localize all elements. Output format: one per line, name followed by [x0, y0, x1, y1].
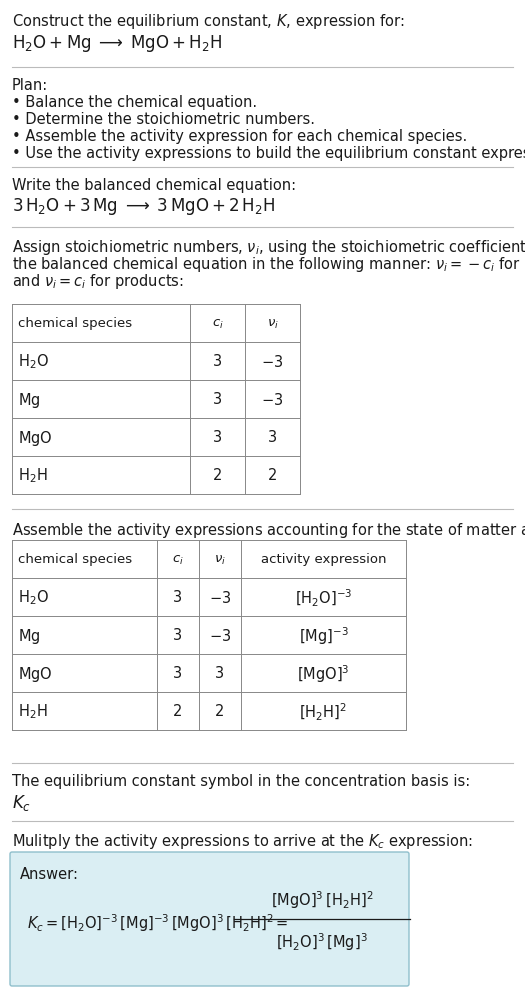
Text: Plan:: Plan: — [12, 78, 48, 93]
Text: $c_i$: $c_i$ — [212, 317, 224, 330]
Text: 2: 2 — [213, 468, 222, 483]
Text: 3: 3 — [213, 392, 222, 407]
Text: Construct the equilibrium constant, $K$, expression for:: Construct the equilibrium constant, $K$,… — [12, 12, 405, 31]
Text: $\mathrm{H_2H}$: $\mathrm{H_2H}$ — [18, 466, 48, 484]
Text: • Determine the stoichiometric numbers.: • Determine the stoichiometric numbers. — [12, 112, 315, 127]
Text: • Assemble the activity expression for each chemical species.: • Assemble the activity expression for e… — [12, 129, 467, 143]
Text: chemical species: chemical species — [18, 317, 132, 330]
Text: and $\nu_i = c_i$ for products:: and $\nu_i = c_i$ for products: — [12, 272, 184, 291]
Text: Write the balanced chemical equation:: Write the balanced chemical equation: — [12, 178, 296, 193]
Text: $-3$: $-3$ — [209, 590, 231, 606]
Text: 3: 3 — [268, 430, 277, 445]
Text: 2: 2 — [215, 704, 225, 719]
Text: Answer:: Answer: — [20, 867, 79, 881]
Text: $[\mathrm{H_2O}]^{-3}$: $[\mathrm{H_2O}]^{-3}$ — [295, 587, 352, 608]
Text: Mulitply the activity expressions to arrive at the $K_c$ expression:: Mulitply the activity expressions to arr… — [12, 831, 473, 851]
Text: activity expression: activity expression — [261, 553, 386, 566]
Text: The equilibrium constant symbol in the concentration basis is:: The equilibrium constant symbol in the c… — [12, 773, 470, 788]
Text: • Use the activity expressions to build the equilibrium constant expression.: • Use the activity expressions to build … — [12, 145, 525, 160]
Text: 3: 3 — [173, 628, 183, 643]
Text: $\mathrm{Mg}$: $\mathrm{Mg}$ — [18, 390, 40, 409]
Text: $[\mathrm{Mg}]^{-3}$: $[\mathrm{Mg}]^{-3}$ — [299, 625, 348, 646]
Text: $[\mathrm{MgO}]^3\,[\mathrm{H_2H}]^2$: $[\mathrm{MgO}]^3\,[\mathrm{H_2H}]^2$ — [271, 889, 373, 910]
Text: $\nu_i$: $\nu_i$ — [214, 553, 226, 566]
FancyBboxPatch shape — [10, 853, 409, 986]
Text: $\mathrm{Mg}$: $\mathrm{Mg}$ — [18, 626, 40, 645]
Text: $\mathrm{H_2O}$: $\mathrm{H_2O}$ — [18, 588, 49, 607]
Text: $\mathrm{3\,H_2O + 3\,Mg \;\longrightarrow\; 3\,MgO + 2\,H_2H}$: $\mathrm{3\,H_2O + 3\,Mg \;\longrightarr… — [12, 196, 275, 217]
Text: $K_c = [\mathrm{H_2O}]^{-3}\,[\mathrm{Mg}]^{-3}\,[\mathrm{MgO}]^{3}\,[\mathrm{H_: $K_c = [\mathrm{H_2O}]^{-3}\,[\mathrm{Mg… — [27, 912, 289, 933]
Text: $K_c$: $K_c$ — [12, 792, 31, 812]
Text: $[\mathrm{H_2O}]^3\,[\mathrm{Mg}]^3$: $[\mathrm{H_2O}]^3\,[\mathrm{Mg}]^3$ — [276, 930, 368, 952]
Text: 2: 2 — [268, 468, 277, 483]
Text: Assemble the activity expressions accounting for the state of matter and $\nu_i$: Assemble the activity expressions accoun… — [12, 521, 525, 540]
Text: chemical species: chemical species — [18, 553, 132, 566]
Text: $\nu_i$: $\nu_i$ — [267, 317, 278, 330]
Text: $-3$: $-3$ — [261, 354, 284, 370]
Text: $\mathrm{H_2O + Mg \;\longrightarrow\; MgO + H_2H}$: $\mathrm{H_2O + Mg \;\longrightarrow\; M… — [12, 33, 222, 54]
Text: the balanced chemical equation in the following manner: $\nu_i = -c_i$ for react: the balanced chemical equation in the fo… — [12, 255, 525, 274]
Text: $\mathrm{H_2H}$: $\mathrm{H_2H}$ — [18, 702, 48, 720]
Text: 2: 2 — [173, 704, 183, 719]
Text: Assign stoichiometric numbers, $\nu_i$, using the stoichiometric coefficients, $: Assign stoichiometric numbers, $\nu_i$, … — [12, 238, 525, 257]
Text: $\mathrm{MgO}$: $\mathrm{MgO}$ — [18, 664, 52, 683]
Text: 3: 3 — [215, 666, 225, 681]
Text: $[\mathrm{MgO}]^{3}$: $[\mathrm{MgO}]^{3}$ — [297, 663, 350, 684]
Text: $-3$: $-3$ — [209, 627, 231, 643]
Text: • Balance the chemical equation.: • Balance the chemical equation. — [12, 95, 257, 110]
Text: $c_i$: $c_i$ — [172, 553, 184, 566]
Text: 3: 3 — [173, 666, 183, 681]
Text: 3: 3 — [213, 354, 222, 369]
Text: 3: 3 — [213, 430, 222, 445]
Text: $\mathrm{MgO}$: $\mathrm{MgO}$ — [18, 428, 52, 447]
Text: $\mathrm{H_2O}$: $\mathrm{H_2O}$ — [18, 352, 49, 371]
Text: $-3$: $-3$ — [261, 391, 284, 407]
Text: $[\mathrm{H_2H}]^{2}$: $[\mathrm{H_2H}]^{2}$ — [299, 701, 348, 722]
Text: 3: 3 — [173, 590, 183, 605]
